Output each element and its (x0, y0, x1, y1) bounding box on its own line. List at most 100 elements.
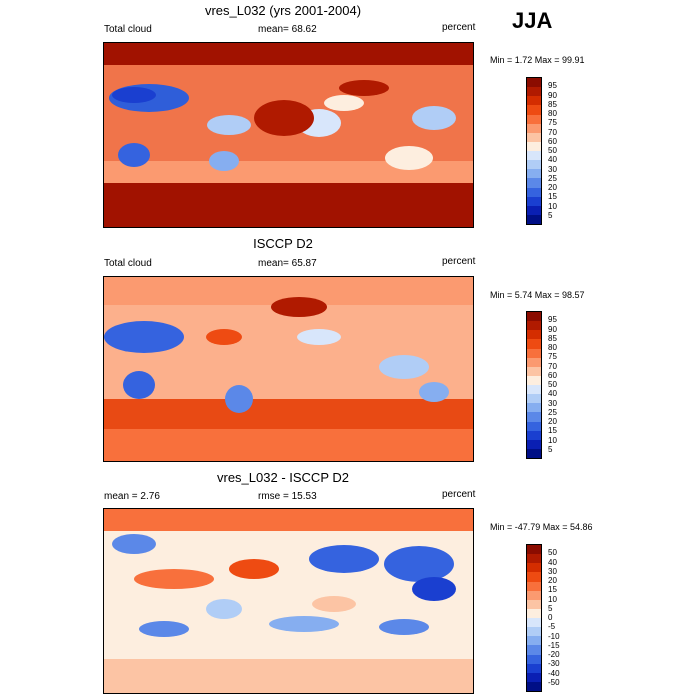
colorbar-tick-label: 50 (548, 380, 557, 389)
colorbar-swatch (527, 403, 541, 413)
colorbar-tick-label: 40 (548, 389, 557, 399)
panel-2-right-label: percent (442, 256, 476, 267)
colorbar-swatch (527, 681, 541, 691)
colorbar-swatch (527, 654, 541, 664)
panel-2-map-field (104, 277, 473, 461)
colorbar-swatch (527, 375, 541, 385)
colorbar-swatch (527, 169, 541, 179)
colorbar-swatch (527, 599, 541, 609)
colorbar-swatch (527, 123, 541, 133)
colorbar-tick-label: 25 (548, 173, 557, 183)
panel-3-center-label: rmse = 15.53 (258, 491, 317, 502)
colorbar-swatch (527, 608, 541, 618)
colorbar-swatch (527, 563, 541, 573)
colorbar-tick-label: 80 (548, 109, 557, 118)
colorbar-tick-label: 95 (548, 315, 557, 325)
panel-1-minmax: Min = 1.72 Max = 99.91 (490, 55, 585, 65)
colorbar-tick-label: 5 (548, 444, 553, 454)
colorbar-swatch (527, 178, 541, 188)
colorbar-tick-label: 20 (548, 417, 557, 426)
colorbar-swatch (527, 618, 541, 628)
colorbar-swatch (527, 114, 541, 124)
panel-1-map (103, 42, 474, 228)
colorbar-tick-label: 95 (548, 81, 557, 91)
colorbar-tick-label: -30 (548, 659, 560, 669)
colorbar-tick-label: 30 (548, 164, 557, 174)
colorbar-tick-label: 10 (548, 201, 557, 211)
panel-1-right-label: percent (442, 22, 476, 33)
colorbar-swatch (527, 357, 541, 367)
colorbar-tick-label: 10 (548, 594, 557, 604)
colorbar-swatch (527, 151, 541, 161)
colorbar-tick-label: 25 (548, 407, 557, 417)
colorbar-swatch (527, 105, 541, 115)
panel-3-colorbar (526, 544, 542, 692)
colorbar-swatch (527, 205, 541, 215)
colorbar-swatch (527, 572, 541, 582)
panel-1-title: vres_L032 (yrs 2001-2004) (204, 3, 362, 18)
colorbar-tick-label: 80 (548, 343, 557, 352)
panel-2-title: ISCCP D2 (253, 236, 313, 251)
colorbar-swatch (527, 421, 541, 431)
colorbar-swatch (527, 627, 541, 637)
colorbar-tick-label: -20 (548, 650, 560, 659)
panel-3-minmax: Min = -47.79 Max = 54.86 (490, 522, 593, 532)
panel-1-map-field (104, 43, 473, 227)
panel-2-center-label: mean= 65.87 (258, 258, 317, 269)
panel-3-map (103, 508, 474, 694)
colorbar-swatch (527, 330, 541, 340)
panel-3-map-field (104, 509, 473, 693)
colorbar-tick-label: 30 (548, 566, 557, 576)
colorbar-swatch (527, 439, 541, 449)
colorbar-swatch (527, 214, 541, 224)
colorbar-tick-label: 50 (548, 146, 557, 155)
colorbar-swatch (527, 348, 541, 358)
colorbar-swatch (527, 339, 541, 349)
colorbar-tick-label: -15 (548, 640, 560, 650)
colorbar-swatch (527, 636, 541, 646)
colorbar-swatch (527, 412, 541, 422)
colorbar-tick-label: 90 (548, 324, 557, 334)
panel-2-colorbar (526, 311, 542, 459)
panel-1-left-label: Total cloud (104, 24, 152, 35)
colorbar-tick-label: 15 (548, 426, 557, 436)
colorbar-tick-label: 60 (548, 370, 557, 380)
colorbar-swatch (527, 394, 541, 404)
colorbar-swatch (527, 87, 541, 97)
panel-1-center-label: mean= 68.62 (258, 24, 317, 35)
colorbar-tick-label: 5 (548, 603, 553, 613)
colorbar-swatch (527, 448, 541, 458)
colorbar-tick-label: -40 (548, 668, 560, 678)
colorbar-swatch (527, 196, 541, 206)
colorbar-swatch (527, 321, 541, 331)
colorbar-tick-label: 75 (548, 352, 557, 362)
colorbar-tick-label: 50 (548, 548, 557, 558)
colorbar-tick-label: 15 (548, 192, 557, 202)
panel-2-map (103, 276, 474, 462)
colorbar-tick-label: 5 (548, 210, 553, 220)
colorbar-tick-label: -50 (548, 677, 560, 687)
colorbar-tick-label: 85 (548, 333, 557, 343)
colorbar-swatch (527, 645, 541, 655)
panel-3-right-label: percent (442, 489, 476, 500)
colorbar-tick-label: 30 (548, 398, 557, 408)
panel-2-left-label: Total cloud (104, 258, 152, 269)
colorbar-swatch (527, 672, 541, 682)
colorbar-swatch (527, 78, 541, 88)
panel-3-left-label: mean = 2.76 (104, 491, 160, 502)
colorbar-swatch (527, 96, 541, 106)
colorbar-tick-label: 0 (548, 613, 553, 622)
colorbar-tick-label: 70 (548, 127, 557, 137)
colorbar-tick-label: -10 (548, 631, 560, 641)
colorbar-tick-label: -5 (548, 622, 556, 632)
colorbar-swatch (527, 132, 541, 142)
colorbar-swatch (527, 663, 541, 673)
colorbar-swatch (527, 160, 541, 170)
colorbar-swatch (527, 312, 541, 322)
colorbar-swatch (527, 581, 541, 591)
colorbar-swatch (527, 141, 541, 151)
colorbar-swatch (527, 590, 541, 600)
panel-1-colorbar (526, 77, 542, 225)
colorbar-tick-label: 20 (548, 183, 557, 192)
colorbar-tick-label: 10 (548, 435, 557, 445)
